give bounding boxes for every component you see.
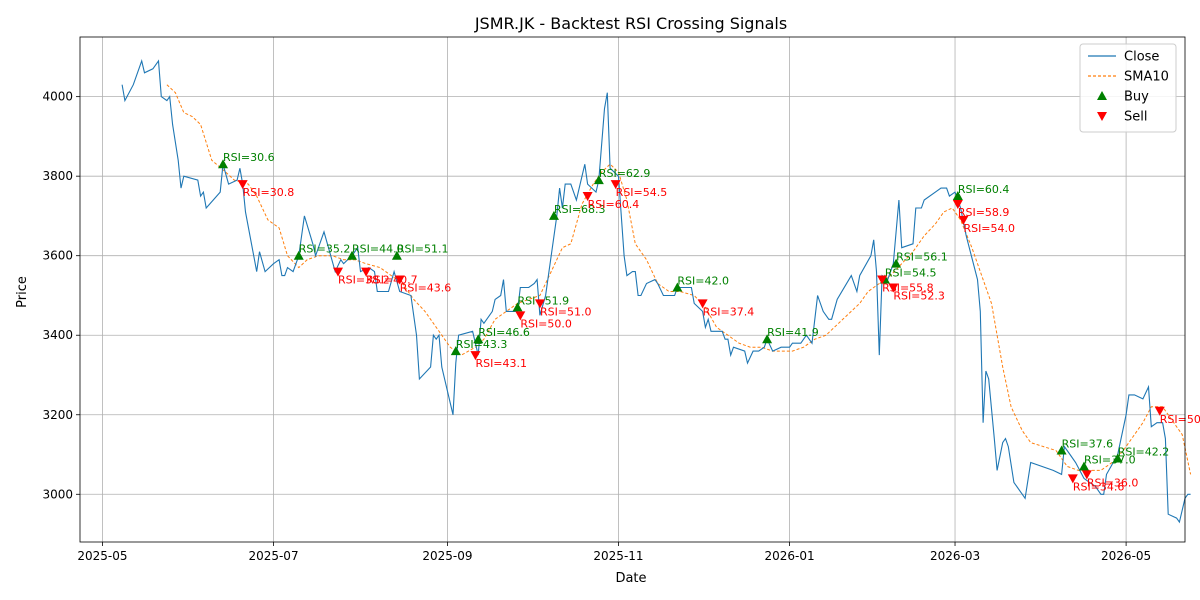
buy-marker — [391, 250, 402, 260]
plot-frame — [79, 36, 1186, 543]
buy-signal-label: RSI=42.0 — [677, 275, 729, 288]
y-tick-label: 3400 — [42, 328, 73, 342]
x-tick-label: 2025-07 — [248, 549, 298, 563]
sell-signal-label: RSI=52.3 — [893, 290, 945, 303]
legend: Close SMA10 Buy Sell — [1079, 43, 1177, 133]
buy-signal-label: RSI=37.6 — [1062, 438, 1114, 451]
buy-signal-label: RSI=41.9 — [767, 326, 819, 339]
buy-signal-label: RSI=51.1 — [397, 243, 449, 256]
x-tick-label: 2025-09 — [422, 549, 472, 563]
buy-marker — [1056, 445, 1067, 455]
sell-marker — [333, 267, 344, 277]
sell-signal-label: RSI=51.0 — [540, 305, 592, 318]
buy-signal-label: RSI=68.3 — [554, 203, 606, 216]
buy-signal-label: RSI=46.6 — [478, 326, 530, 339]
x-axis-label: Date — [615, 571, 646, 586]
legend-label: Close — [1124, 50, 1159, 65]
legend-label: Sell — [1124, 110, 1147, 125]
buy-signal-label: RSI=44.0 — [352, 243, 404, 256]
y-tick-label: 3600 — [42, 249, 73, 263]
buy-signal-label: RSI=60.4 — [958, 183, 1010, 196]
x-tick-label: 2026-01 — [764, 549, 814, 563]
buy-signal-label: RSI=42.2 — [1118, 445, 1170, 458]
buy-marker — [218, 159, 229, 169]
buy-signal-label: RSI=62.9 — [599, 167, 651, 180]
axis-ticks: 2025-05 2025-07 2025-09 2025-11 2026-01 2026-… — [42, 90, 1151, 563]
sell-signal-label: RSI=40.7 — [366, 274, 418, 287]
sma10-series — [166, 84, 1192, 475]
sell-marker — [697, 299, 708, 309]
y-tick-label: 3800 — [42, 169, 73, 183]
buy-marker — [347, 250, 358, 260]
sell-marker — [470, 351, 481, 361]
buy-marker — [1079, 461, 1090, 471]
buy-marker — [293, 250, 304, 260]
sell-signal-label: RSI=38.2 — [338, 274, 390, 287]
sell-marker — [877, 275, 888, 285]
grid — [80, 37, 1185, 542]
sell-marker — [1067, 474, 1078, 484]
sell-marker — [952, 200, 963, 210]
buy-marker — [473, 334, 484, 344]
y-tick-label: 3200 — [42, 408, 73, 422]
buy-marker — [548, 210, 559, 220]
sell-marker — [888, 283, 899, 293]
buy-marker — [762, 334, 773, 344]
sell-signal-label: RSI=54.5 — [616, 186, 668, 199]
legend-label: Buy — [1124, 90, 1149, 105]
buy-marker — [672, 282, 683, 292]
buy-signal-label: RSI=43.3 — [456, 338, 508, 351]
legend-label: SMA10 — [1124, 70, 1169, 85]
legend-box — [1079, 43, 1177, 133]
buy-marker — [450, 346, 461, 356]
buy-signal-label: RSI=56.1 — [896, 251, 948, 264]
legend-sell-swatch — [1097, 112, 1107, 121]
sell-marker — [394, 275, 405, 285]
buy-marker — [952, 191, 963, 201]
sell-signal-label: RSI=54.0 — [963, 222, 1015, 235]
buy-signal-label: RSI=37.0 — [1084, 453, 1136, 466]
sell-signal-label: RSI=36.0 — [1087, 476, 1139, 489]
sell-marker — [534, 299, 545, 309]
x-tick-label: 2025-11 — [593, 549, 643, 563]
y-tick-label: 3000 — [42, 487, 73, 501]
sell-signal-label: RSI=60.4 — [588, 198, 640, 211]
sell-signal-label: RSI=43.1 — [475, 357, 527, 370]
sell-signal-label: RSI=30.8 — [243, 186, 295, 199]
y-axis-label: Price — [15, 276, 30, 308]
sell-marker — [361, 267, 372, 277]
x-tick-label: 2026-03 — [930, 549, 980, 563]
sell-signal-label: RSI=34.6 — [1073, 480, 1125, 493]
sell-marker — [237, 180, 248, 190]
sma10-line — [166, 84, 1192, 475]
x-tick-label: 2026-05 — [1101, 549, 1151, 563]
buy-marker — [512, 302, 523, 312]
sell-marker — [582, 192, 593, 202]
close-series — [121, 58, 1191, 524]
x-tick-label: 2025-05 — [77, 549, 127, 563]
sell-signal-label: RSI=37.4 — [703, 305, 755, 318]
sell-marker — [1154, 406, 1165, 416]
sell-marker — [515, 311, 526, 321]
sell-signal-label: RSI=43.6 — [400, 282, 452, 295]
close-line — [121, 58, 1191, 524]
y-tick-label: 4000 — [42, 90, 73, 104]
sell-marker — [610, 180, 621, 190]
legend-buy-swatch — [1097, 91, 1107, 100]
chart-title: JSMR.JK - Backtest RSI Crossing Signals — [474, 14, 787, 33]
sell-signal-label: RSI=58.9 — [958, 206, 1010, 219]
buy-marker — [1112, 453, 1123, 463]
sell-marker — [958, 215, 969, 225]
buy-signal-label: RSI=54.5 — [885, 267, 937, 280]
sell-marker — [1081, 470, 1092, 480]
buy-marker — [891, 258, 902, 268]
buy-signal-label: RSI=35.2 — [299, 243, 351, 256]
buy-signal-label: RSI=30.6 — [223, 151, 275, 164]
sell-signal-label: RSI=50.0 — [520, 317, 572, 330]
sell-signal-label: RSI=50.5 — [1160, 413, 1200, 426]
buy-marker — [593, 175, 604, 185]
